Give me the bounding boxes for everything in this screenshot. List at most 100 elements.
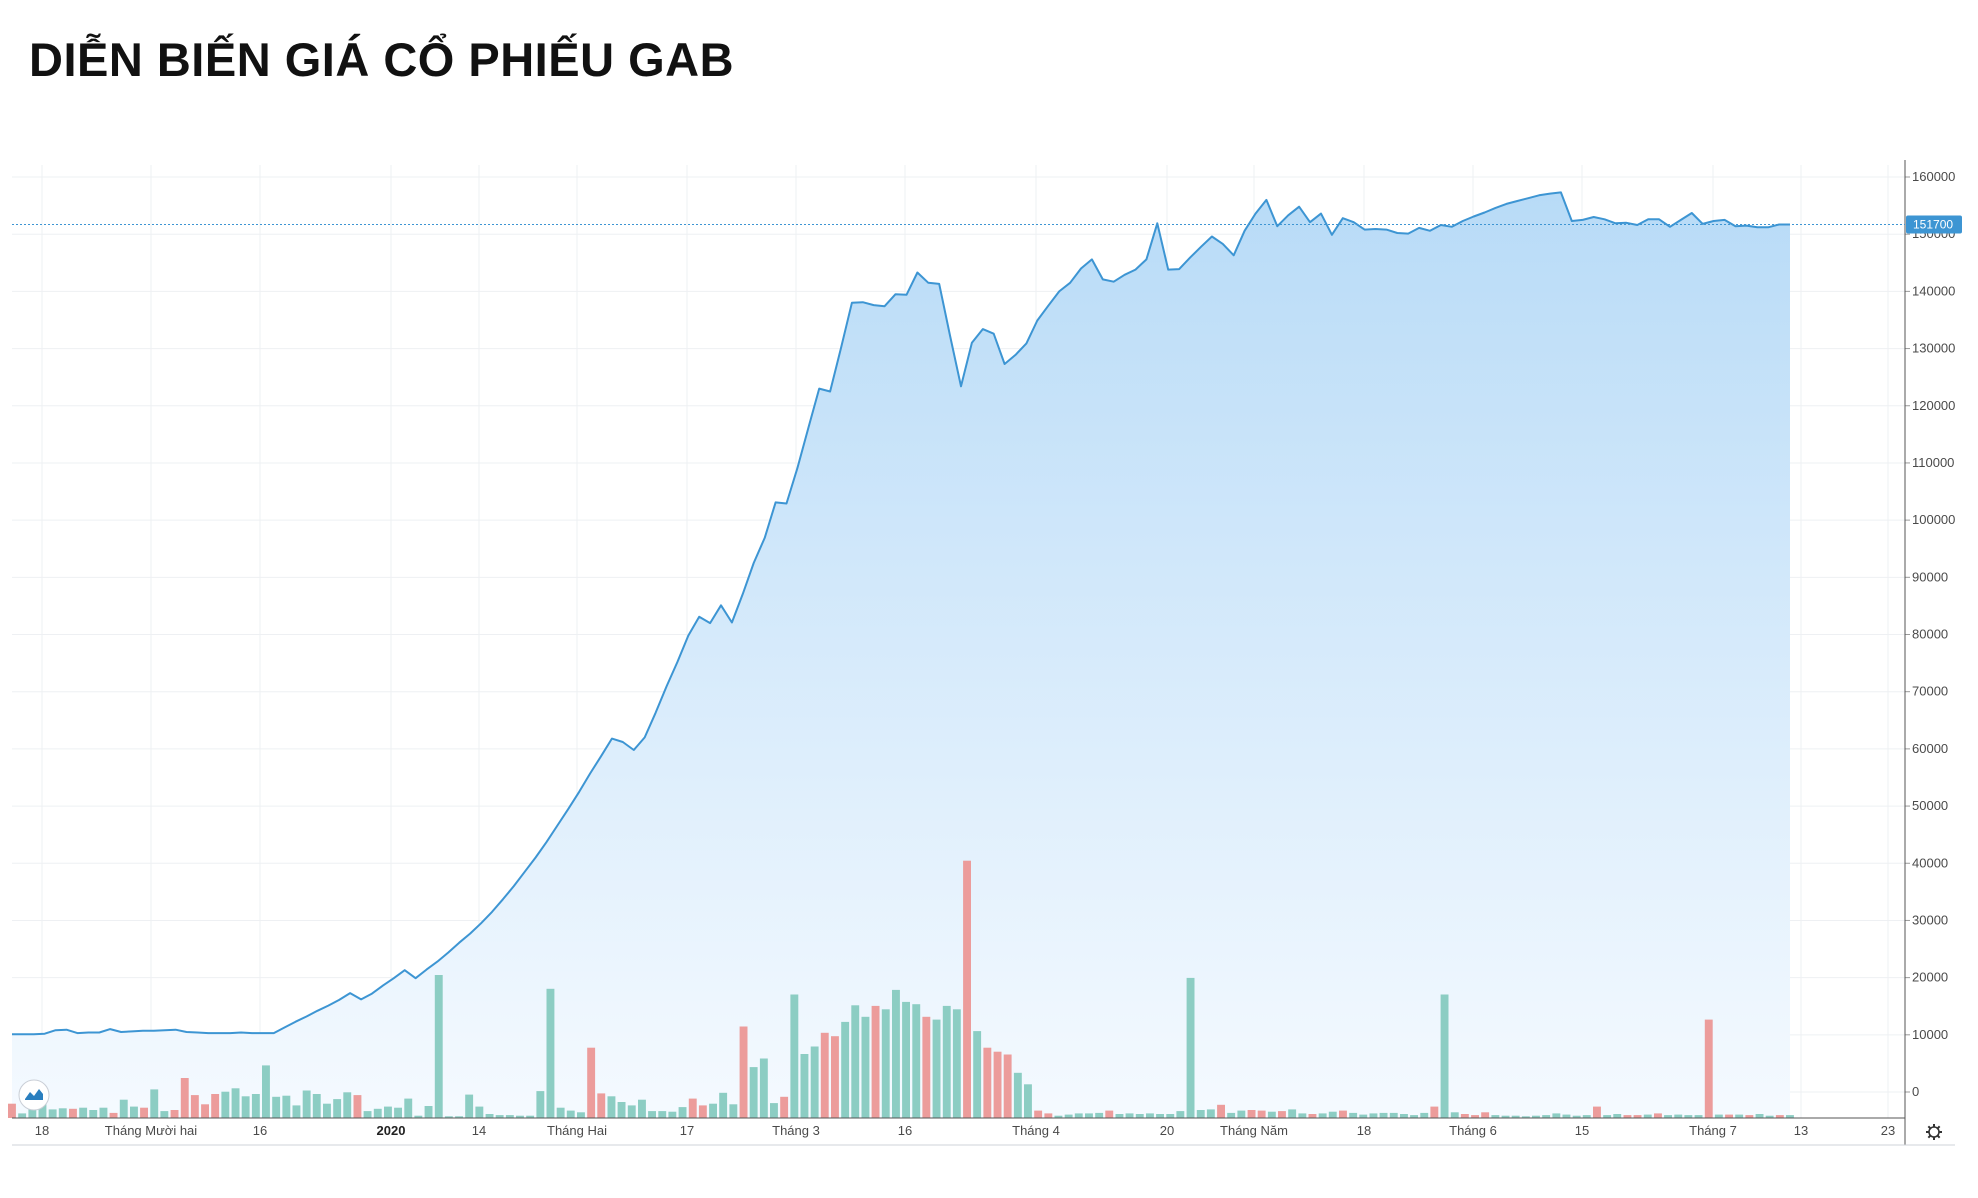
volume-bar (1674, 1114, 1683, 1118)
volume-bar (861, 1016, 870, 1118)
volume-bar (1491, 1115, 1500, 1118)
volume-bar (130, 1106, 138, 1118)
volume-bar (1511, 1115, 1520, 1118)
volume-bar (1166, 1114, 1175, 1118)
volume-bar (1318, 1113, 1327, 1118)
volume-bar (1613, 1114, 1622, 1118)
volume-bar (1664, 1115, 1672, 1118)
volume-bar (414, 1115, 423, 1118)
x-tick-label: Tháng 4 (1012, 1123, 1060, 1138)
volume-bar (1278, 1111, 1286, 1118)
volume-bar (983, 1047, 992, 1118)
volume-bar (759, 1058, 768, 1118)
volume-bar (1603, 1115, 1612, 1118)
volume-bar (18, 1113, 27, 1118)
gear-icon[interactable] (1926, 1124, 1942, 1140)
x-tick-label: 23 (1881, 1123, 1895, 1138)
volume-bar (455, 1116, 463, 1118)
volume-bar (119, 1099, 128, 1118)
y-tick-label: 80000 (1912, 627, 1948, 642)
volume-bar (99, 1107, 108, 1118)
y-tick-label: 10000 (1912, 1027, 1948, 1042)
gear-hub (1928, 1126, 1940, 1138)
volume-bar (1643, 1114, 1652, 1118)
volume-bar (1095, 1112, 1104, 1118)
volume-bar (709, 1103, 717, 1118)
x-tick-label: 15 (1575, 1123, 1589, 1138)
price-area (12, 192, 1790, 1118)
volume-bar (1532, 1115, 1540, 1118)
volume-bar (932, 1019, 941, 1118)
volume-bar (1288, 1109, 1297, 1118)
volume-bar (638, 1099, 646, 1118)
volume-bar (587, 1047, 596, 1118)
volume-bar (1054, 1115, 1063, 1118)
volume-bar (1623, 1115, 1632, 1118)
x-tick-label: 18 (1357, 1123, 1371, 1138)
volume-bar (1572, 1115, 1581, 1118)
y-tick-label: 90000 (1912, 569, 1948, 584)
volume-bar (546, 988, 555, 1118)
volume-bar (333, 1099, 342, 1118)
volume-bar (851, 1005, 860, 1118)
y-tick-label: 40000 (1912, 855, 1948, 870)
volume-bar (881, 1009, 890, 1118)
volume-bar (658, 1111, 667, 1118)
volume-bar (505, 1115, 514, 1118)
volume-bar (282, 1095, 291, 1118)
volume-bar (719, 1092, 728, 1118)
volume-bar (1430, 1106, 1439, 1118)
chart-logo-icon[interactable] (18, 1079, 50, 1111)
volume-bar (343, 1092, 352, 1118)
price-series-line (12, 191, 1790, 1036)
volume-bar (841, 1021, 850, 1118)
volume-bar (1349, 1112, 1358, 1118)
volume-bar (1440, 994, 1449, 1118)
volume-bar (1562, 1114, 1571, 1118)
volume-bar (922, 1016, 931, 1118)
volume-bar (8, 1103, 16, 1118)
volume-bar (1085, 1113, 1093, 1118)
x-tick-label: 13 (1794, 1123, 1808, 1138)
y-tick-label: 0 (1912, 1084, 1919, 1099)
x-tick-label: 18 (35, 1123, 49, 1138)
volume-bar (1765, 1115, 1774, 1118)
volume-bar (566, 1110, 575, 1118)
volume-bar (831, 1036, 839, 1118)
y-tick-label: 120000 (1912, 398, 1955, 413)
volume-bar (973, 1031, 982, 1118)
volume-bar (963, 860, 971, 1118)
volume-bar (1694, 1115, 1703, 1118)
y-tick-label: 20000 (1912, 970, 1948, 985)
volume-bar (1471, 1115, 1479, 1118)
chart-logo-circle (18, 1079, 50, 1111)
volume-bar (739, 1026, 748, 1118)
volume-bar (1714, 1114, 1723, 1118)
volume-bar (150, 1089, 159, 1118)
last-price-label: 151700 (1913, 217, 1953, 231)
volume-bar (1074, 1113, 1083, 1118)
volume-bar (1633, 1115, 1642, 1118)
volume-bar (160, 1111, 169, 1118)
volume-bar (1206, 1109, 1215, 1118)
volume-bar (292, 1105, 301, 1118)
y-tick-label: 100000 (1912, 512, 1955, 527)
volume-bar (668, 1111, 677, 1118)
volume-bar (1196, 1110, 1205, 1118)
volume-bar (892, 989, 900, 1118)
volume-bar (1298, 1113, 1307, 1118)
volume-bar (79, 1107, 88, 1118)
volume-bar (1735, 1114, 1744, 1118)
volume-bar (38, 1099, 47, 1118)
volume-bar (231, 1088, 240, 1118)
x-tick-label: Tháng Mười hai (105, 1123, 197, 1138)
volume-bar (180, 1078, 189, 1118)
volume-bar (1135, 1114, 1144, 1118)
volume-bar (1359, 1114, 1368, 1118)
volume-bar (790, 994, 799, 1118)
x-tick-label: 14 (472, 1123, 486, 1138)
volume-bar (241, 1096, 250, 1118)
x-tick-label: Tháng Năm (1220, 1123, 1288, 1138)
volume-bar (810, 1046, 819, 1118)
